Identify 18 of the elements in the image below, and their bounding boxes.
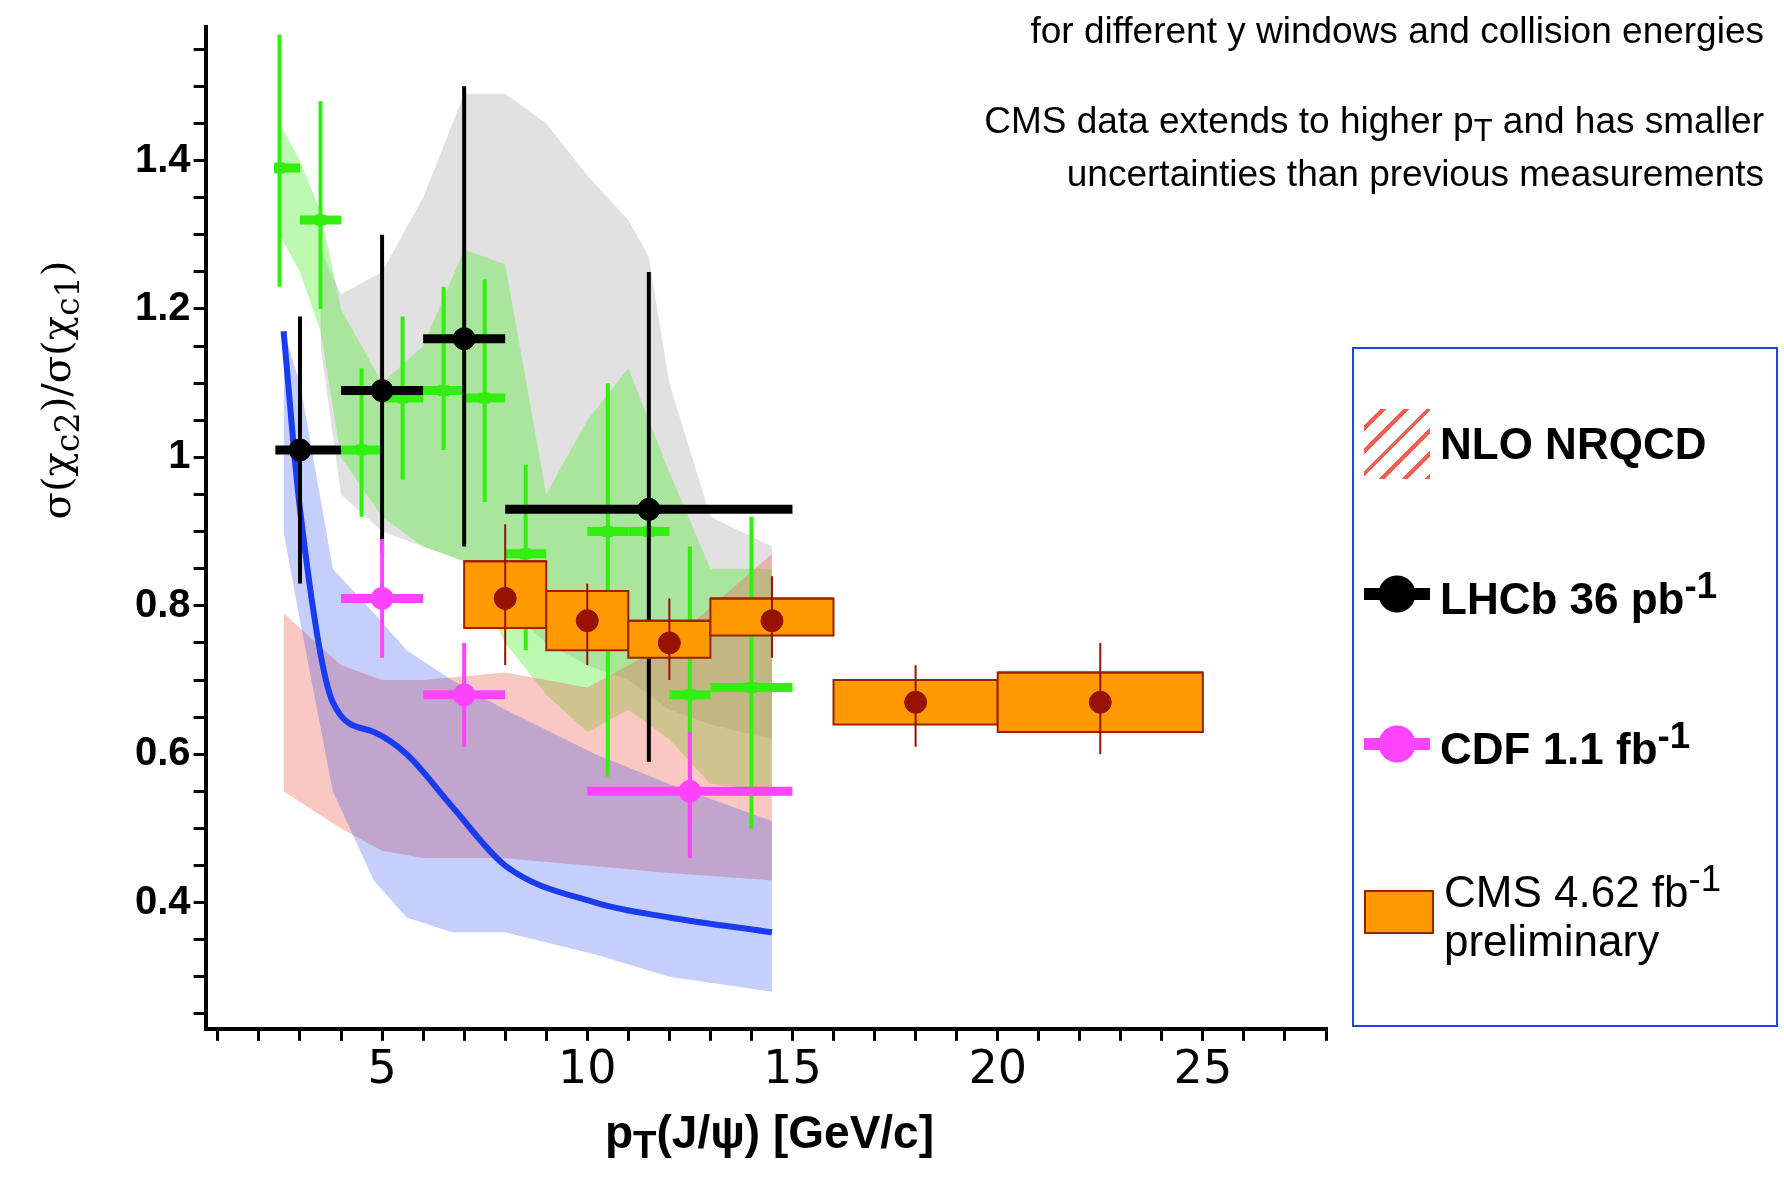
y-tick-label: 1.4 <box>135 135 192 180</box>
y-tick-label: 0.8 <box>135 580 191 625</box>
legend-label: CDF 1.1 fb$^{-1}$ <box>1440 714 1691 773</box>
x-tick-label: 5 <box>367 1040 397 1095</box>
y-tick-label: 0.4 <box>135 877 192 922</box>
x-tick-label: 15 <box>763 1040 822 1095</box>
y-tick-label: 1.2 <box>135 284 191 329</box>
legend-label: LHCb 36 pb$^{-1}$ <box>1440 564 1718 623</box>
x-tick-label: 25 <box>1173 1040 1233 1095</box>
annotation: CMS data extends to higher p$_{T}$ and has smaller uncertainties than previous measurements <box>983 99 1764 197</box>
legend-label: CMS 4.62 fb$^{-1}$ preliminary <box>1444 858 1722 965</box>
y-tick-label: 0.6 <box>135 729 191 774</box>
x-tick-label: 10 <box>558 1040 617 1095</box>
annotation: for different y windows and collision energies <box>1029 9 1764 53</box>
y-tick-label: 1 <box>168 432 191 477</box>
legend-label: NLO NRQCD <box>1440 418 1707 469</box>
x-tick-label: 20 <box>968 1040 1027 1095</box>
x-axis-title: p$_{T}$(J/ψ) [GeV/c] <box>604 1105 935 1168</box>
